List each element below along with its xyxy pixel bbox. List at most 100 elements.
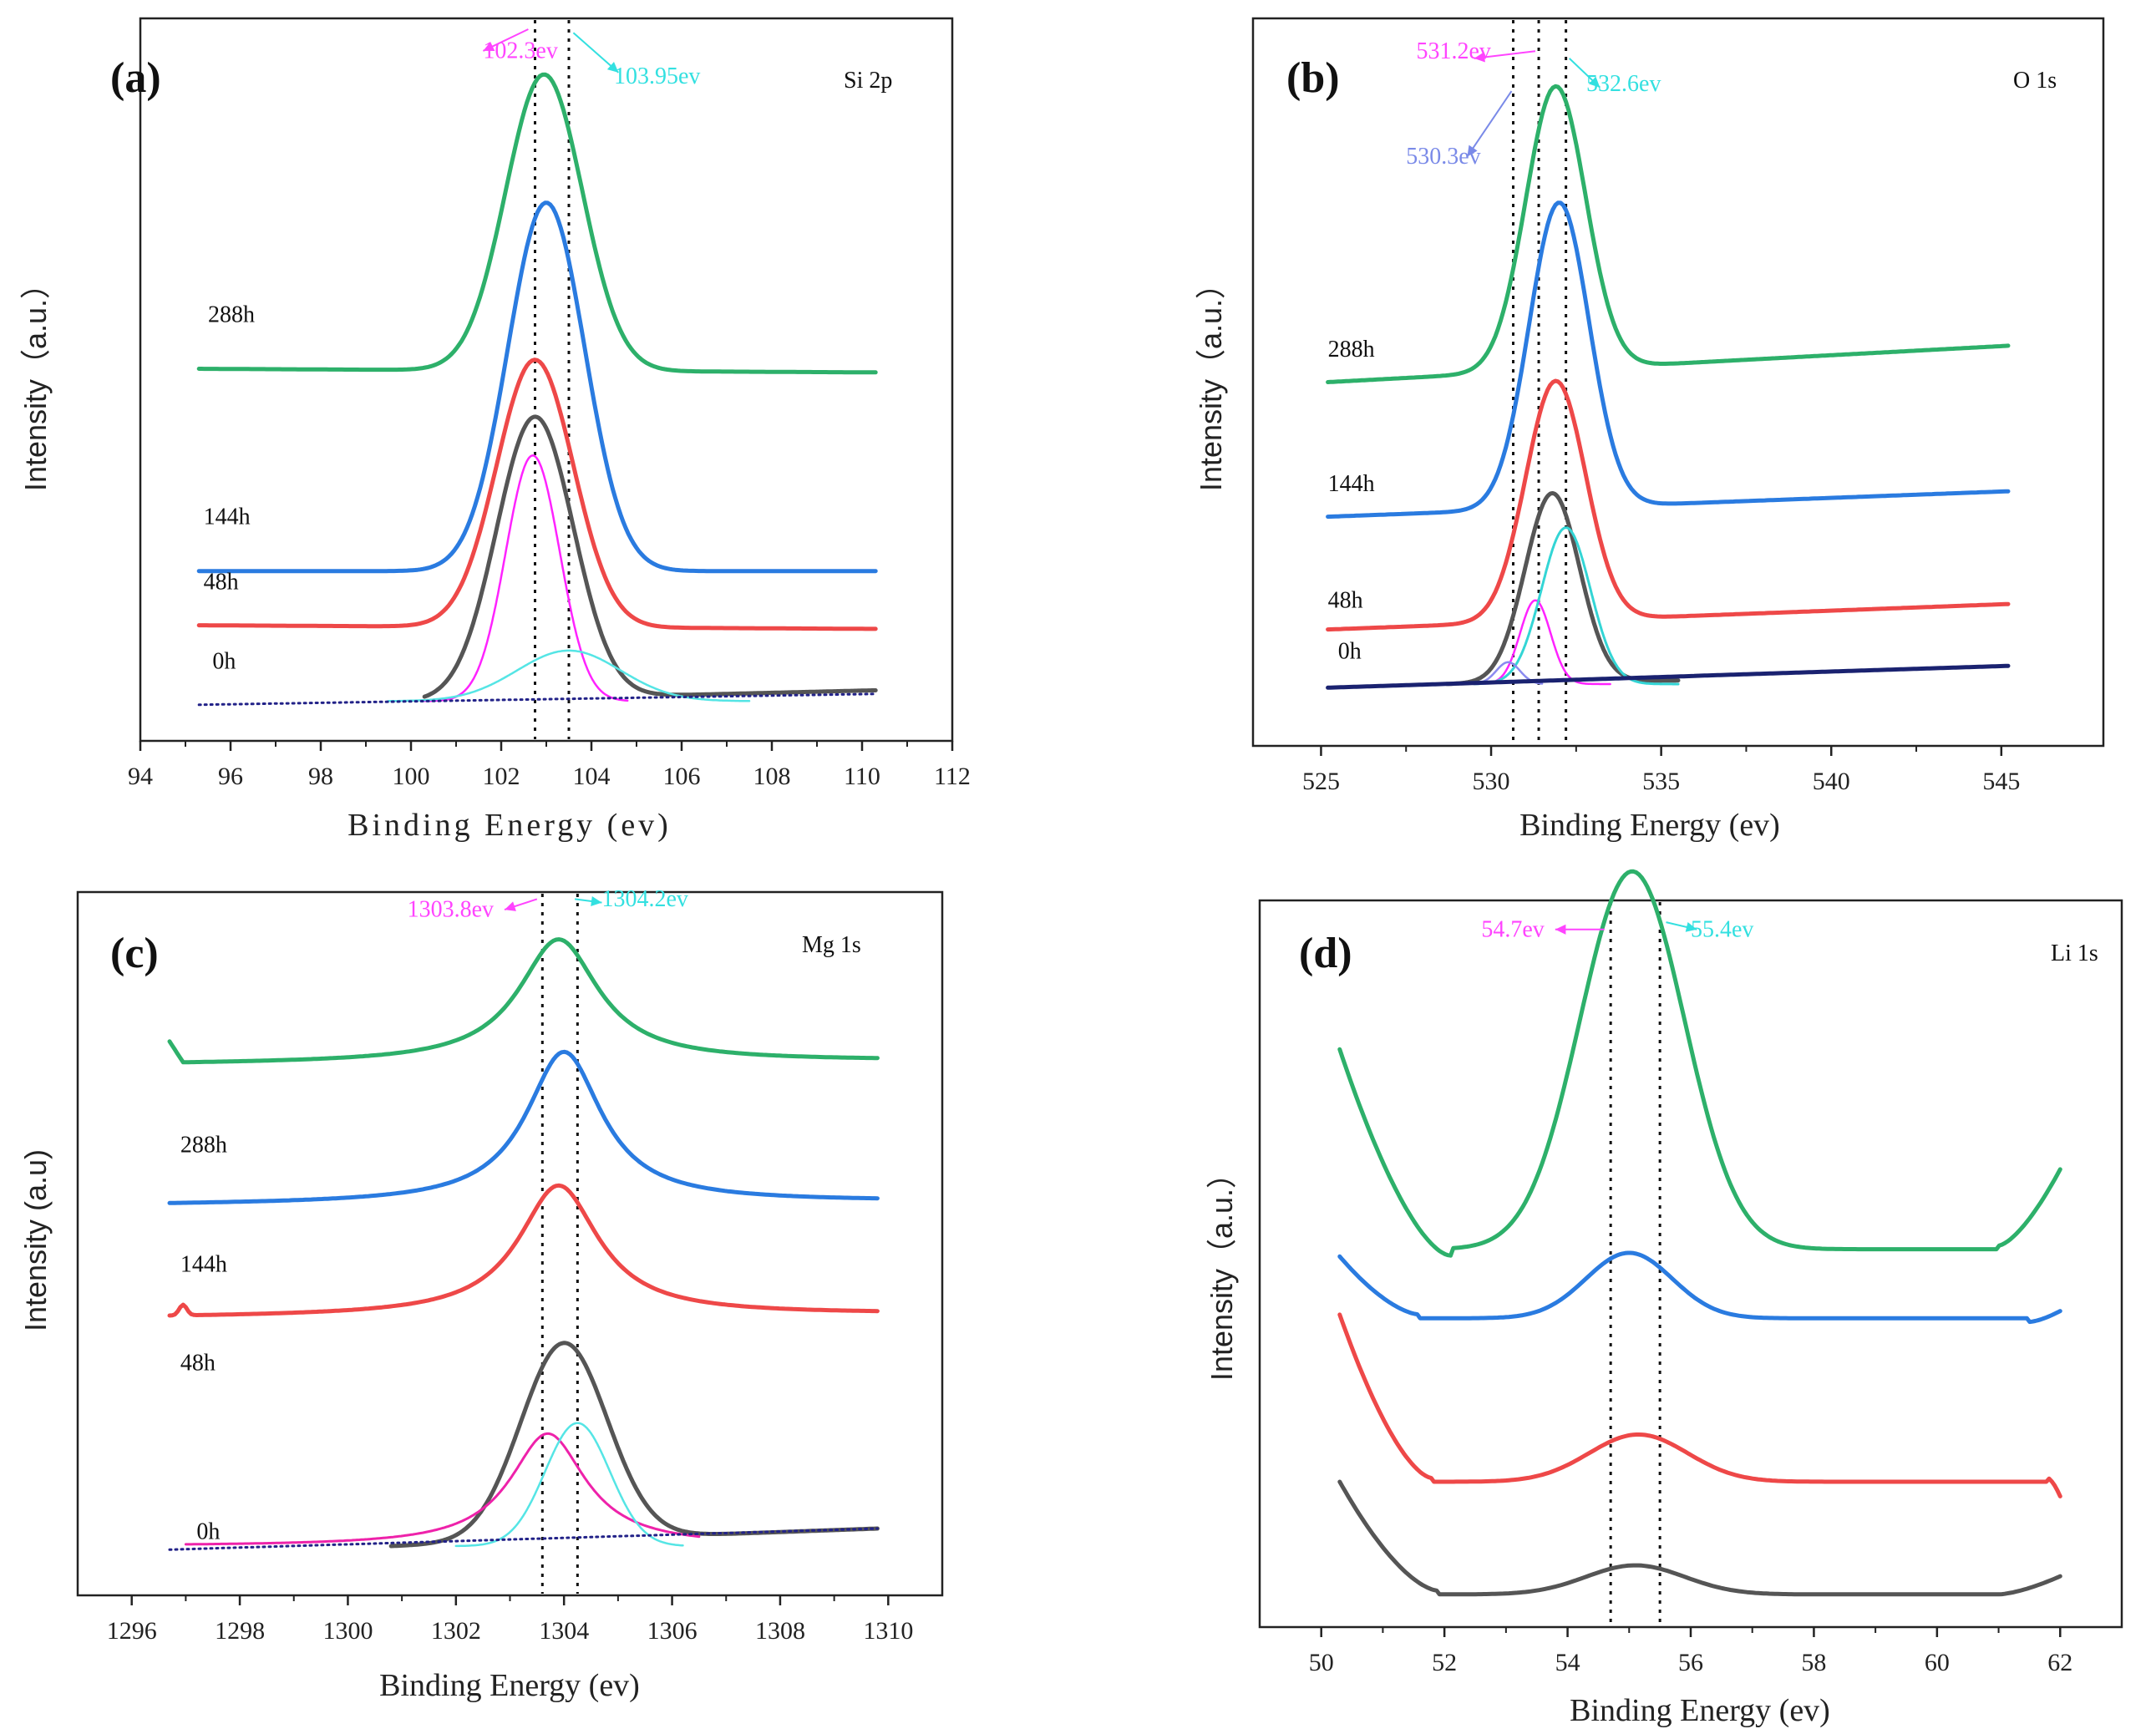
panel-c-label: (c) [110, 930, 159, 977]
panel-d-series-48h [1337, 1312, 2062, 1498]
panel-c-x-tick-label-1304: 1304 [539, 1617, 589, 1645]
panel-b-series-144h [1326, 200, 2011, 520]
panel-b-x-axis-title: Binding Energy (ev) [1519, 808, 1780, 843]
panel-c-x-tick-label-1298: 1298 [215, 1617, 265, 1645]
panel-c-series-0h-fit-1304p2 [454, 1422, 684, 1548]
panel-a-y-axis-title: Intensity（a.u.） [18, 269, 53, 491]
panel-b-annotation-arrow-3 [1466, 90, 1513, 158]
panel-b-series-48h [1326, 378, 2011, 632]
panel-a-annotation-arrowhead-2 [606, 62, 619, 73]
panel-c-y-axis-title: Intensity (a.u) [18, 1149, 53, 1331]
panel-a-x-tick-label-94: 94 [128, 763, 153, 790]
panel-c-marks: 1296 1298 1300 1302 1304 1306 1308 1310 288h 144h… [107, 886, 914, 1645]
panel-c-x-tick-label-1296: 1296 [107, 1617, 157, 1645]
panel-d-annotation-arrowhead-1 [1555, 924, 1566, 935]
panel-d-x-tick-label-58: 58 [1801, 1649, 1826, 1676]
panel-a-series-288h [196, 72, 878, 375]
panel-d-x-tick-label-62: 62 [2047, 1649, 2072, 1676]
panel-b-x-tick-label-530: 530 [1473, 768, 1510, 795]
panel-a-x-tick-label-102: 102 [483, 763, 520, 790]
panel-c-annotation-arrowhead-1 [505, 901, 516, 911]
panel-d-x-tick-label-50: 50 [1309, 1649, 1334, 1676]
panel-b-annotation-531p2ev: 531.2ev [1416, 38, 1490, 64]
panel-a-series-48h [196, 357, 878, 631]
panel-b-series-label-48h: 48h [1328, 588, 1363, 614]
panel-c-x-tick-label-1302: 1302 [431, 1617, 481, 1645]
panel-a-x-axis-title: Binding Energy (ev) [347, 808, 672, 843]
panel-d-element-label: Li 1s [2051, 941, 2098, 966]
panel-b: 525 530 535 540 545 288h 144h 48h 0h 531.2ev 532.6… [1194, 17, 2105, 843]
panel-b-series-0h-fit-532p6 [1473, 526, 1680, 686]
panel-b-annotation-532p6ev: 532.6ev [1586, 71, 1661, 97]
panel-b-label: (b) [1286, 54, 1340, 102]
panel-b-x-tick-label-525: 525 [1302, 768, 1340, 795]
panel-d-series-0h [1337, 1479, 2062, 1597]
panel-d-x-tick-label-56: 56 [1678, 1649, 1703, 1676]
panel-b-series-0h-background [1326, 663, 2011, 690]
panel-b-series-288h [1326, 84, 2011, 384]
panel-c-series-label-0h: 0h [196, 1519, 220, 1545]
panel-d-x-axis-title: Binding Energy (ev) [1570, 1693, 1830, 1728]
panel-c-x-tick-label-1306: 1306 [647, 1617, 698, 1645]
panel-a-x-tick-label-108: 108 [753, 763, 791, 790]
panel-a-series-0h [422, 414, 878, 699]
panel-c-annotation-arrowhead-2 [591, 896, 602, 906]
panel-c-plot-frame [76, 890, 944, 1597]
panel-d-x-tick-label-54: 54 [1555, 1649, 1580, 1676]
panel-d-marks: 50 52 54 56 58 60 62 54.7ev 55.4ev [1309, 869, 2072, 1676]
panel-b-series-label-288h: 288h [1328, 337, 1375, 363]
panel-d-label: (d) [1299, 930, 1352, 977]
panel-c-series-48h [167, 1183, 880, 1318]
panel-d-annotation-55p4ev: 55.4ev [1691, 917, 1753, 943]
panel-b-x-tick-label-535: 535 [1642, 768, 1680, 795]
panel-d-series-144h [1337, 1250, 2062, 1325]
panel-c-series-0h [388, 1341, 880, 1549]
panel-b-element-label: O 1s [2013, 68, 2057, 94]
panel-a-x-tick-label-104: 104 [573, 763, 611, 790]
panel-a-series-label-48h: 48h [204, 569, 239, 595]
panel-b-plot-frame [1251, 17, 2105, 748]
panel-a-x-tick-label-98: 98 [308, 763, 333, 790]
panel-d: 50 52 54 56 58 60 62 54.7ev 55.4ev (d) Li 1s Bin… [1205, 869, 2123, 1728]
panel-d-series-288h [1337, 869, 2062, 1258]
panel-b-series-0h [1444, 491, 1681, 687]
panel-b-marks: 525 530 535 540 545 288h 144h 48h 0h 531.2ev 532.6… [1302, 20, 2020, 795]
panel-d-annotation-54p7ev: 54.7ev [1481, 917, 1544, 943]
panel-a-plot-frame [139, 17, 954, 743]
panel-c-annotation-1304p2ev: 1304.2ev [601, 886, 687, 912]
panel-a-annotation-103p95ev: 103.95ev [614, 63, 700, 89]
panel-a-element-label: Si 2p [844, 68, 892, 94]
panel-a-x-tick-label-96: 96 [218, 763, 243, 790]
panel-d-y-axis-title: Intensity（a.u.） [1205, 1159, 1239, 1381]
panel-a-series-0h-background [197, 692, 877, 707]
panel-c-series-288h [167, 937, 880, 1065]
panel-c-series-label-48h: 48h [180, 1351, 216, 1377]
panel-c-series-0h-fit-1303p8 [184, 1432, 701, 1546]
panel-b-y-axis-title: Intensity（a.u.） [1194, 269, 1228, 491]
panel-d-plot-frame [1258, 899, 2123, 1629]
panel-b-series-label-144h: 144h [1328, 471, 1375, 497]
panel-c-element-label: Mg 1s [802, 932, 861, 958]
panel-a-series-label-0h: 0h [212, 649, 236, 675]
panel-a: 94 96 98 100 102 104 106 108 110 112 288h 144h 48h 0h… [18, 17, 971, 843]
panel-c-x-axis-title: Binding Energy (ev) [379, 1668, 640, 1703]
panel-a-series-label-144h: 144h [204, 504, 251, 530]
panel-c-series-0h-background [168, 1527, 879, 1551]
panel-a-x-tick-label-100: 100 [393, 763, 430, 790]
panel-a-x-tick-label-106: 106 [663, 763, 701, 790]
panel-c-series-label-288h: 288h [180, 1133, 227, 1159]
panel-c-x-tick-label-1300: 1300 [322, 1617, 373, 1645]
panel-d-annotation-arrowhead-2 [1685, 922, 1697, 932]
panel-a-series-label-288h: 288h [208, 302, 255, 327]
panel-a-x-tick-label-110: 110 [844, 763, 880, 790]
panel-a-annotation-102p3ev: 102.3ev [483, 38, 557, 64]
panel-d-x-tick-label-60: 60 [1925, 1649, 1950, 1676]
panel-a-annotation-arrowhead-1 [483, 42, 495, 51]
panel-c-x-tick-label-1308: 1308 [755, 1617, 805, 1645]
panel-a-label: (a) [110, 54, 161, 102]
panel-b-annotation-530p3ev: 530.3ev [1406, 144, 1480, 170]
panel-b-annotation-arrowhead-1 [1474, 52, 1485, 63]
panel-a-marks: 94 96 98 100 102 104 106 108 110 112 288h 144h 48h 0h… [128, 20, 971, 790]
panel-b-x-tick-label-540: 540 [1813, 768, 1850, 795]
